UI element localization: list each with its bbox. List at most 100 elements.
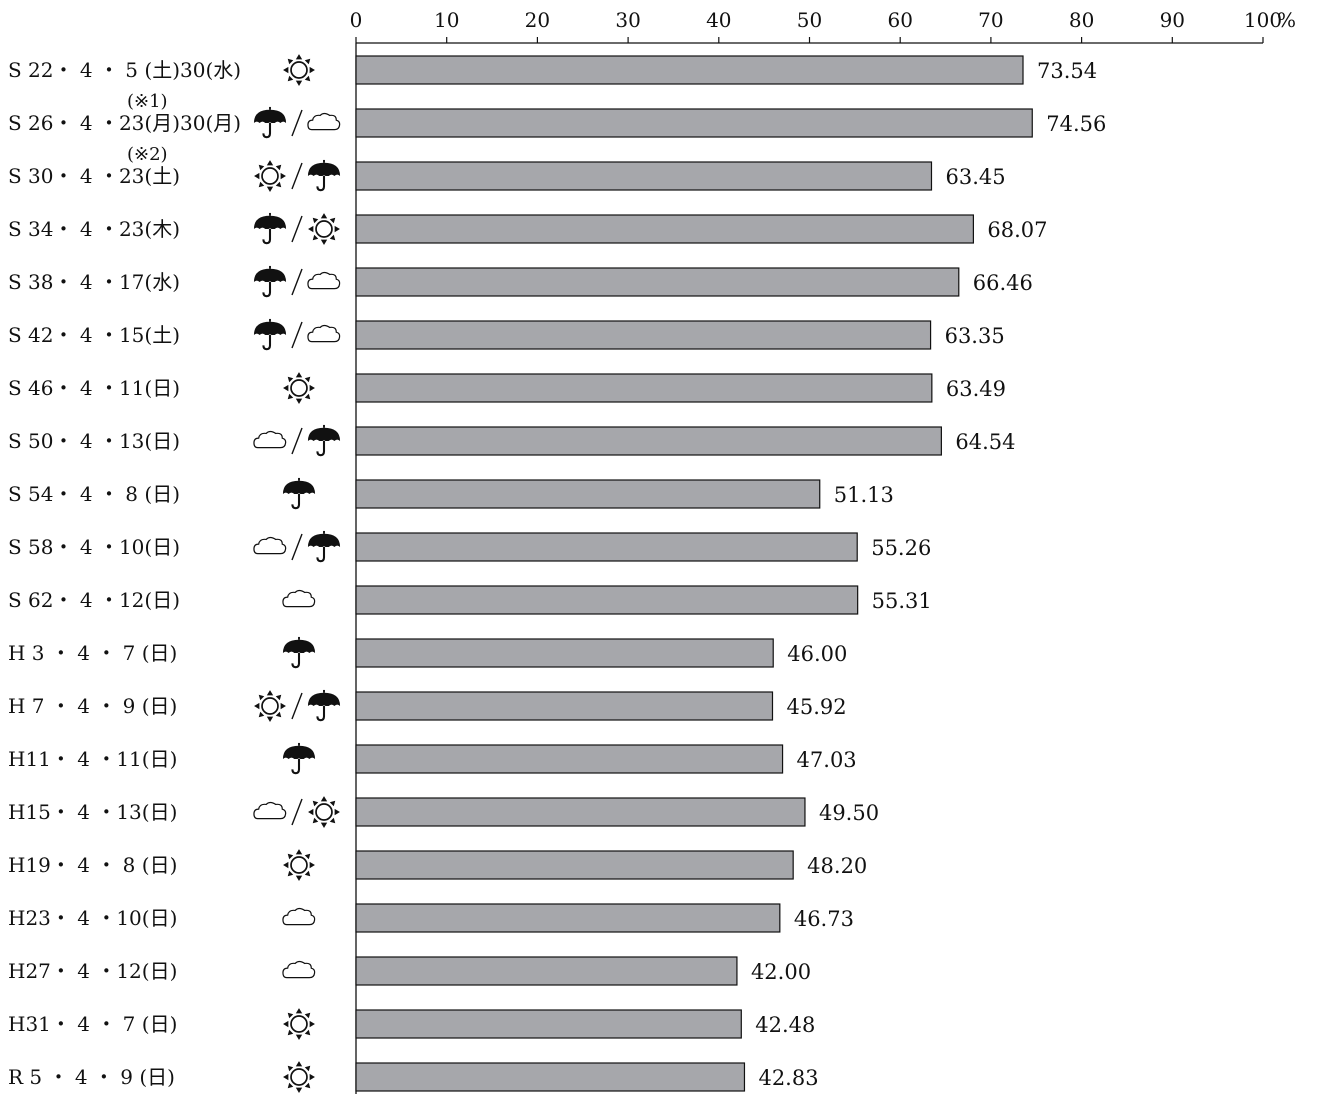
sun-icon: [282, 1007, 316, 1041]
bar: [355, 214, 974, 244]
chart-row: H 3 ・ 4 ・ 7 (日) 46.00: [8, 636, 847, 669]
bar: [355, 532, 858, 562]
sun-icon: [282, 848, 316, 882]
chart-row: H23・ 4 ・10(日) 46.73: [8, 903, 854, 933]
cloud-icon: [282, 960, 316, 979]
cloud-icon: [282, 907, 316, 926]
chart-row: H31・ 4 ・ 7 (日) 42.48: [8, 1007, 815, 1041]
category-label: H19・ 4 ・ 8 (日): [8, 853, 177, 877]
umbrella-icon: [253, 318, 287, 351]
weather-separator: [291, 215, 303, 243]
chart-row: S 26・ 4 ・23(月)30(月)(※1) 74.56: [8, 91, 1106, 139]
chart-row: S 34・ 4 ・23(木) 68.07: [8, 212, 1048, 246]
chart-row: H15・ 4 ・13(日) 49.50: [8, 795, 879, 829]
value-label: 63.49: [946, 377, 1006, 401]
bar: [355, 1062, 746, 1092]
weather-separator: [291, 109, 303, 137]
chart-row: S 22・ 4 ・ 5 (土)30(水) 73.54: [8, 53, 1097, 87]
value-label: 66.46: [973, 271, 1033, 295]
category-label: H23・ 4 ・10(日): [8, 906, 177, 930]
umbrella-icon: [253, 106, 287, 139]
bar: [355, 638, 774, 668]
umbrella-icon: [282, 742, 316, 775]
umbrella-icon: [307, 424, 341, 457]
bar: [355, 956, 738, 986]
x-tick-label: 0: [350, 8, 363, 32]
weather-separator: [291, 798, 303, 826]
chart-row: R 5 ・ 4 ・ 9 (日) 42.83: [8, 1060, 819, 1094]
sun-icon: [282, 1060, 316, 1094]
chart-row: H19・ 4 ・ 8 (日) 48.20: [8, 848, 867, 882]
bar: [355, 850, 794, 880]
chart-row: S 54・ 4 ・ 8 (日) 51.13: [8, 477, 894, 510]
sun-icon: [253, 689, 287, 723]
x-tick-label: 100: [1244, 8, 1282, 32]
value-label: 42.83: [758, 1066, 818, 1090]
value-label: 46.73: [794, 907, 854, 931]
chart-row: H27・ 4 ・12(日) 42.00: [8, 956, 811, 986]
x-tick-label: 90: [1160, 8, 1185, 32]
x-tick-label: 50: [797, 8, 822, 32]
bar: [355, 267, 960, 297]
category-label: H11・ 4 ・11(日): [8, 747, 177, 771]
bar: [355, 797, 806, 827]
cloud-icon: [253, 801, 287, 820]
chart-row: S 46・ 4 ・11(日) 63.49: [8, 371, 1006, 405]
footnote-marker: (※2): [127, 144, 168, 165]
chart-row: H11・ 4 ・11(日) 47.03: [8, 742, 857, 775]
category-label: H15・ 4 ・13(日): [8, 800, 177, 824]
weather-separator: [291, 533, 303, 561]
sun-icon: [307, 212, 341, 246]
category-label: S 50・ 4 ・13(日): [8, 429, 180, 453]
chart-row: S 58・ 4 ・10(日) 55.26: [8, 530, 931, 563]
bar: [355, 691, 774, 721]
bar: [355, 373, 933, 403]
cloud-icon: [253, 536, 287, 555]
chart-row: S 38・ 4 ・17(水) 66.46: [8, 265, 1033, 298]
cloud-icon: [307, 271, 341, 290]
category-label: S 58・ 4 ・10(日): [8, 535, 180, 559]
value-label: 42.00: [751, 960, 811, 984]
x-tick-label: 60: [887, 8, 912, 32]
category-label: H 7 ・ 4 ・ 9 (日): [8, 694, 177, 718]
axis-unit-label: %: [1277, 8, 1296, 32]
chart-row: S 42・ 4 ・15(土) 63.35: [8, 318, 1005, 351]
category-label: S 34・ 4 ・23(木): [8, 217, 180, 241]
weather-separator: [291, 321, 303, 349]
value-label: 63.45: [945, 165, 1005, 189]
category-label: H31・ 4 ・ 7 (日): [8, 1012, 177, 1036]
bar: [355, 426, 942, 456]
value-label: 55.31: [872, 589, 932, 613]
sun-icon: [307, 795, 341, 829]
weather-separator: [291, 427, 303, 455]
x-tick-label: 40: [706, 8, 731, 32]
chart-row: S 62・ 4 ・12(日) 55.31: [8, 585, 932, 615]
x-tick-label: 30: [615, 8, 640, 32]
value-label: 49.50: [819, 801, 879, 825]
category-label: H 3 ・ 4 ・ 7 (日): [8, 641, 177, 665]
value-label: 73.54: [1037, 59, 1097, 83]
chart-row: S 50・ 4 ・13(日) 64.54: [8, 424, 1016, 457]
weather-separator: [291, 268, 303, 296]
category-label: S 42・ 4 ・15(土): [8, 323, 180, 347]
x-tick-label: 80: [1069, 8, 1094, 32]
umbrella-icon: [282, 477, 316, 510]
cloud-icon: [307, 112, 341, 131]
chart-row: S 30・ 4 ・23(土)(※2) 63.45: [8, 144, 1006, 193]
cloud-icon: [253, 430, 287, 449]
category-label: S 22・ 4 ・ 5 (土)30(水): [8, 58, 241, 82]
value-label: 68.07: [987, 218, 1047, 242]
value-label: 46.00: [787, 642, 847, 666]
weather-separator: [291, 692, 303, 720]
bar: [355, 479, 821, 509]
umbrella-icon: [253, 212, 287, 245]
cloud-icon: [282, 589, 316, 608]
umbrella-icon: [307, 530, 341, 563]
x-tick-label: 20: [525, 8, 550, 32]
bar: [355, 108, 1033, 138]
category-label: S 54・ 4 ・ 8 (日): [8, 482, 180, 506]
x-tick-label: 10: [434, 8, 459, 32]
cloud-icon: [307, 324, 341, 343]
category-label: H27・ 4 ・12(日): [8, 959, 177, 983]
